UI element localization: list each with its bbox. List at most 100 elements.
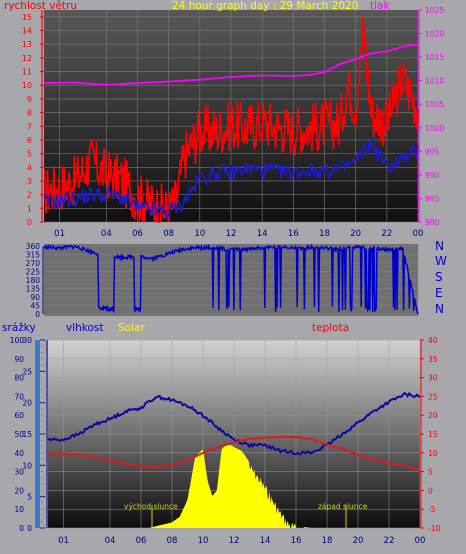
pressure-axis-title: tlak [370, 0, 390, 12]
solar-axis-title: Solar [118, 322, 145, 334]
wind-x-tick-label: 14 [257, 229, 268, 239]
wind-x-tick-label: 12 [226, 229, 237, 239]
rain-percent-tick-label: 40 [14, 449, 24, 458]
wind-y-tick-label: 5 [27, 150, 32, 159]
wind-y-tick-label: 6 [27, 136, 32, 145]
rain-scale-bar [35, 340, 40, 528]
temperature-line [48, 436, 421, 472]
wind-x-tick-label: 04 [101, 229, 112, 239]
sunrise-label: východ slunce [124, 502, 178, 511]
sunset-label: západ slunce [318, 502, 368, 511]
wind-y-tick-label: 12 [22, 54, 32, 63]
direction-y-tick-label: 225 [26, 268, 41, 277]
wind-x-tick-label: 06 [132, 229, 143, 239]
pressure-y-tick-label: 1010 [425, 77, 444, 86]
direction-y-tick-label: 0 [35, 310, 40, 319]
rain-axis-title: srážky [2, 322, 36, 334]
lower-x-tick-label: 01 [58, 536, 69, 546]
pressure-y-tick-label: 1025 [425, 6, 444, 15]
direction-y-tick-label: 270 [26, 259, 41, 268]
temperature-y-tick-label: 20 [428, 411, 438, 420]
humidity-y-tick-label: 15 [22, 430, 32, 439]
direction-y-tick-label: 360 [26, 242, 41, 251]
humidity-y-tick-label: 25 [22, 367, 32, 376]
wind-x-tick-label: 16 [288, 229, 299, 239]
rain-percent-tick-label: 20 [14, 486, 24, 495]
wind-axis-title: rychlost větru [4, 0, 77, 12]
wind-y-tick-label: 3 [27, 177, 32, 186]
direction-y-tick-label: 180 [26, 276, 41, 285]
pressure-y-tick-label: 990 [425, 171, 440, 180]
rain-percent-tick-label: 80 [14, 374, 24, 383]
temperature-axis-title: teplota [312, 322, 349, 334]
wind-y-tick-label: 4 [27, 163, 32, 172]
wind-y-tick-label: 9 [27, 95, 32, 104]
lower-x-tick-label: 04 [105, 536, 116, 546]
pressure-line [44, 43, 419, 86]
wind-x-tick-label: 20 [350, 229, 361, 239]
lower-x-tick-label: 18 [322, 536, 333, 546]
direction-y-tick-label: 135 [26, 285, 41, 294]
pressure-y-tick-label: 1015 [425, 53, 444, 62]
wind-x-tick-label: 10 [194, 229, 205, 239]
wind-y-tick-label: 13 [22, 40, 32, 49]
compass-east: E [435, 286, 443, 300]
rain-percent-tick-label: 0 [19, 524, 24, 533]
humidity-y-tick-label: 5 [27, 493, 32, 502]
pressure-y-tick-label: 1020 [425, 30, 444, 39]
direction-y-tick-label: 315 [26, 251, 41, 260]
rain-percent-tick-label: 90 [14, 355, 24, 364]
temperature-y-tick-label: 35 [428, 355, 438, 364]
wind-x-tick-label: 01 [54, 229, 65, 239]
rain-percent-tick-label: 10 [14, 505, 24, 514]
pressure-y-tick-label: 980 [425, 218, 440, 227]
wind-y-tick-label: 0 [27, 218, 32, 227]
wind-speed-line [43, 16, 419, 223]
rain-percent-tick-label: 100 [10, 336, 25, 345]
lower-axes: 0102030405060708090100051015202530-10-50… [10, 336, 441, 546]
compass-north-bottom: N [435, 302, 444, 316]
rain-percent-tick-label: 50 [14, 430, 24, 439]
rain-percent-tick-label: 30 [14, 468, 24, 477]
temperature-y-tick-label: -5 [428, 505, 436, 514]
wind-y-tick-label: 7 [27, 122, 32, 131]
lower-x-tick-label: 14 [260, 536, 271, 546]
wind-x-tick-label: 18 [319, 229, 330, 239]
pressure-y-tick-label: 1005 [425, 100, 444, 109]
direction-y-tick-label: 45 [30, 302, 40, 311]
compass-north-top: N [435, 239, 444, 253]
wind-direction-line [43, 243, 419, 315]
lower-x-tick-label: 06 [136, 536, 147, 546]
humidity-y-tick-label: 20 [22, 399, 32, 408]
direction-y-tick-label: 90 [30, 293, 40, 302]
wind-y-tick-label: 14 [22, 27, 32, 36]
humidity-line [47, 391, 421, 456]
wind-y-tick-label: 2 [27, 191, 32, 200]
chart-title: 24 hour graph day : 29 March 2020 [172, 0, 358, 12]
lower-x-tick-label: 12 [229, 536, 240, 546]
pressure-y-tick-label: 1000 [425, 124, 444, 133]
compass-west: W [435, 254, 447, 268]
temperature-y-tick-label: 25 [428, 392, 438, 401]
temperature-y-tick-label: 10 [428, 449, 438, 458]
temperature-y-tick-label: 5 [428, 468, 433, 477]
lower-x-tick-label: 00 [415, 536, 426, 546]
pressure-y-tick-label: 995 [425, 147, 440, 156]
wind-average-line [43, 137, 419, 220]
temperature-y-tick-label: 40 [428, 336, 438, 345]
wind-x-tick-label: 22 [381, 229, 392, 239]
wind-x-tick-label: 00 [413, 229, 424, 239]
temperature-y-tick-label: 30 [428, 374, 438, 383]
humidity-y-tick-label: 30 [22, 336, 32, 345]
lower-x-tick-label: 10 [198, 536, 209, 546]
humidity-y-tick-label: 10 [22, 461, 32, 470]
wind-y-tick-label: 15 [22, 13, 32, 22]
humidity-axis-title: vlhkost [66, 322, 104, 334]
compass-south: S [435, 270, 443, 284]
wind-y-tick-label: 1 [27, 204, 32, 213]
temperature-y-tick-label: 15 [428, 430, 438, 439]
temperature-y-tick-label: 0 [428, 486, 433, 495]
